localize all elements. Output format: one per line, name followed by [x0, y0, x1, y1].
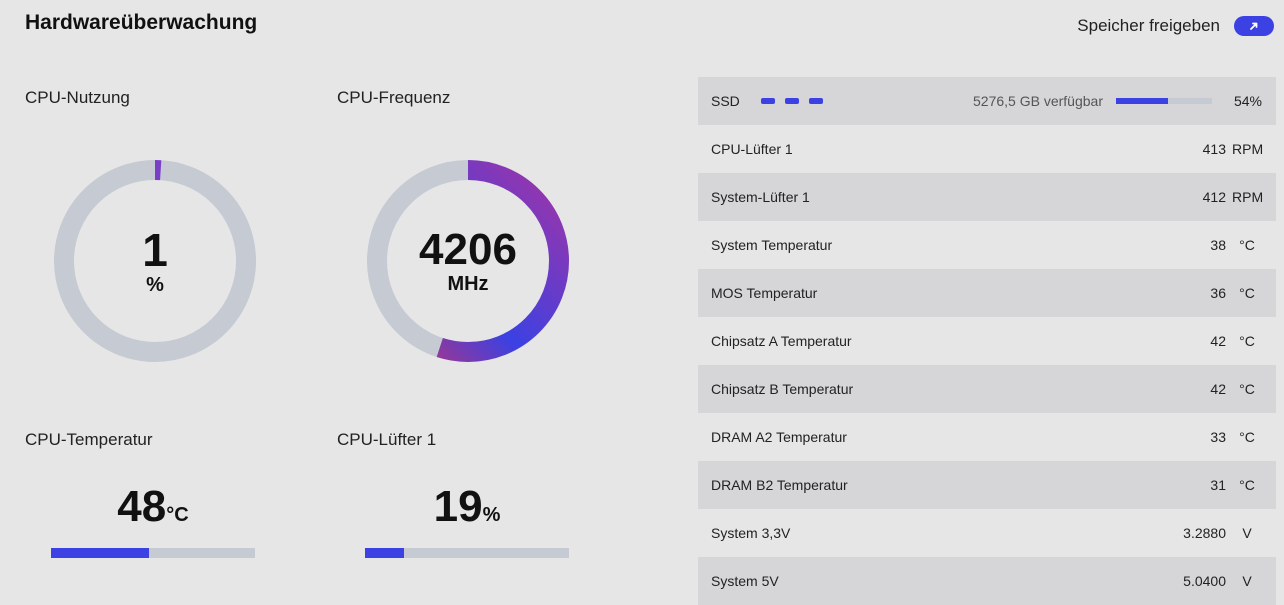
- sensor-unit: °C: [1239, 429, 1255, 445]
- sensor-unit: RPM: [1232, 141, 1264, 157]
- sensor-row: System 3,3V 3.2880 V: [698, 509, 1276, 557]
- ssd-row: SSD 5276,5 GB verfügbar 54%: [698, 77, 1276, 125]
- ssd-activity-indicator: [760, 98, 823, 104]
- ssd-available: 5276,5 GB verfügbar: [973, 93, 1103, 109]
- sensor-label: System 3,3V: [711, 525, 791, 541]
- cpu-usage-gauge: 1 %: [53, 159, 257, 363]
- sensor-unit: °C: [1239, 333, 1255, 349]
- sensor-label: MOS Temperatur: [711, 285, 818, 301]
- sensor-label: CPU-Lüfter 1: [711, 141, 793, 157]
- sensor-row: System 5V 5.0400 V: [698, 557, 1276, 605]
- sensor-value: 38: [1210, 237, 1226, 253]
- cpu-fan-bar: [365, 548, 569, 558]
- cpu-freq-gauge: 4206 MHz: [366, 159, 570, 363]
- sensor-value: 33: [1210, 429, 1226, 445]
- sensor-label: System Temperatur: [711, 237, 833, 253]
- cpu-freq-unit: MHz: [447, 273, 489, 295]
- sensor-row: Chipsatz B Temperatur 42 °C: [698, 365, 1276, 413]
- cpu-temp-readout: 48°C: [51, 482, 255, 532]
- sensor-row: MOS Temperatur 36 °C: [698, 269, 1276, 317]
- sensor-row: DRAM A2 Temperatur 33 °C: [698, 413, 1276, 461]
- sensor-unit: RPM: [1232, 189, 1264, 205]
- sensor-unit: V: [1242, 573, 1252, 589]
- sensor-unit: V: [1242, 525, 1252, 541]
- sensor-row: DRAM B2 Temperatur 31 °C: [698, 461, 1276, 509]
- cpu-temp-unit: °C: [166, 504, 189, 526]
- sensor-label: Chipsatz A Temperatur: [711, 333, 852, 349]
- cpu-usage-title: CPU-Nutzung: [25, 88, 130, 107]
- sensor-unit: °C: [1239, 477, 1255, 493]
- release-memory-button[interactable]: [1234, 16, 1274, 36]
- ssd-percent: 54%: [1233, 93, 1262, 109]
- sensor-value: 412: [1202, 189, 1226, 205]
- cpu-fan-title: CPU-Lüfter 1: [337, 430, 437, 449]
- sensor-row: CPU-Lüfter 1 413 RPM: [698, 125, 1276, 173]
- cpu-usage-unit: %: [146, 274, 164, 296]
- sensor-unit: °C: [1239, 285, 1255, 301]
- sensor-panel: SSD 5276,5 GB verfügbar 54% CPU-Lüfter 1…: [698, 77, 1276, 605]
- sensor-unit: °C: [1239, 237, 1255, 253]
- sensor-unit: °C: [1239, 381, 1255, 397]
- cpu-fan-bar-fill: [365, 548, 404, 558]
- sensor-value: 3.2880: [1183, 525, 1226, 541]
- cpu-usage-arc: [54, 160, 256, 362]
- cpu-fan-readout: 19%: [365, 482, 569, 532]
- cpu-freq-value: 4206: [419, 225, 517, 274]
- sensor-label: Chipsatz B Temperatur: [711, 381, 854, 397]
- cpu-fan-unit: %: [482, 504, 501, 526]
- release-memory-toggle[interactable]: Speicher freigeben: [1077, 16, 1274, 36]
- cpu-temp-value: 48: [117, 482, 167, 531]
- sensor-label: DRAM B2 Temperatur: [711, 477, 848, 493]
- ssd-label: SSD: [711, 93, 740, 109]
- sensor-value: 5.0400: [1183, 573, 1226, 589]
- sensor-row: Chipsatz A Temperatur 42 °C: [698, 317, 1276, 365]
- sensor-value: 42: [1210, 333, 1226, 349]
- sensor-label: DRAM A2 Temperatur: [711, 429, 847, 445]
- cpu-temp-bar-fill: [51, 548, 149, 558]
- cpu-fan-value: 19: [433, 482, 483, 531]
- page-title: Hardwareüberwachung: [25, 11, 258, 34]
- cpu-freq-arc: [367, 160, 569, 362]
- sensor-value: 42: [1210, 381, 1226, 397]
- release-memory-label: Speicher freigeben: [1077, 16, 1220, 35]
- cpu-temp-bar: [51, 548, 255, 558]
- sensor-label: System-Lüfter 1: [711, 189, 810, 205]
- sensor-value: 36: [1210, 285, 1226, 301]
- ssd-usage-bar-fill: [1116, 98, 1168, 104]
- sensor-label: System 5V: [711, 573, 779, 589]
- sensor-row: System-Lüfter 1 412 RPM: [698, 173, 1276, 221]
- sensor-value: 413: [1202, 141, 1226, 157]
- cpu-usage-value: 1: [142, 224, 168, 276]
- arrow-up-icon: [1250, 22, 1258, 30]
- ssd-usage-bar: [1116, 98, 1212, 104]
- sensor-row: System Temperatur 38 °C: [698, 221, 1276, 269]
- cpu-freq-title: CPU-Frequenz: [337, 88, 451, 107]
- cpu-temp-title: CPU-Temperatur: [25, 430, 153, 449]
- sensor-value: 31: [1210, 477, 1226, 493]
